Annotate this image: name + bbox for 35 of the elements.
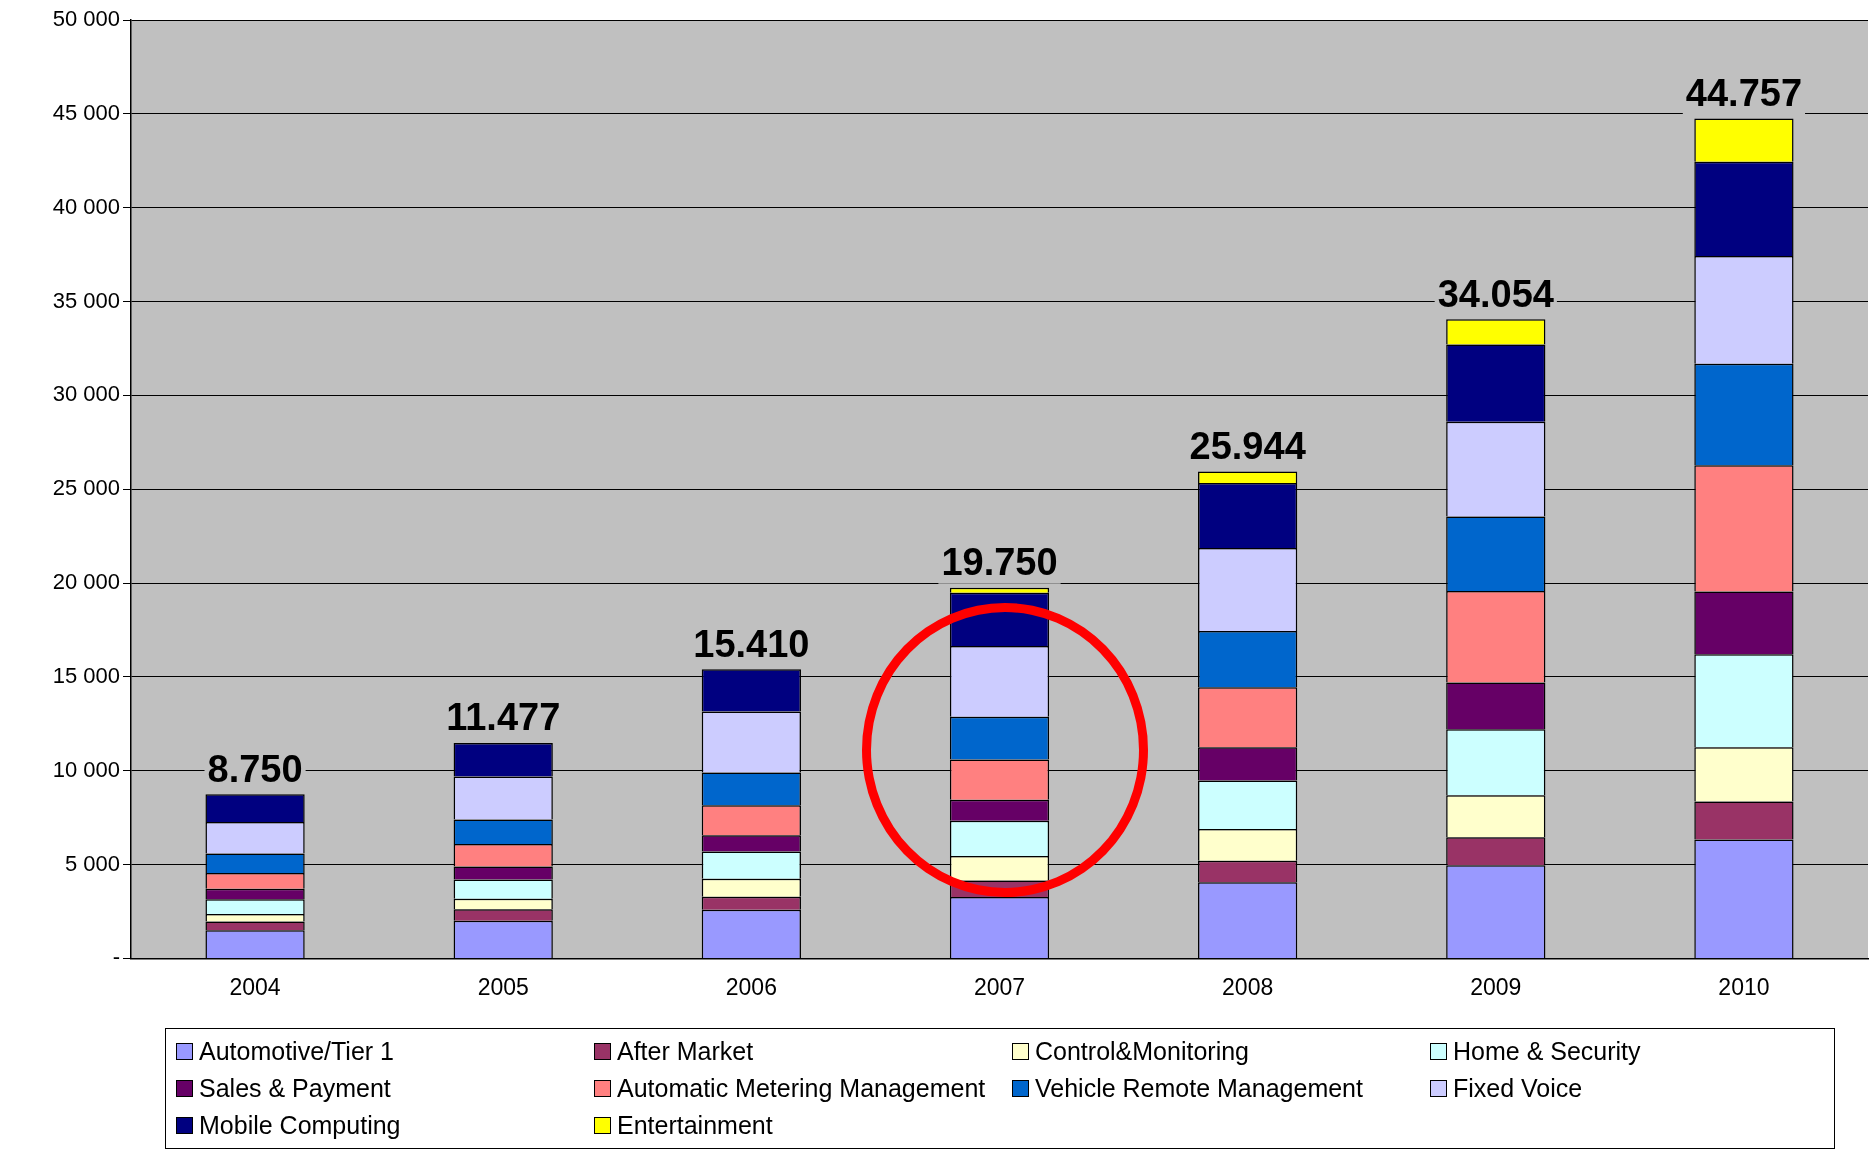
y-tick-label: 25 000	[52, 475, 120, 501]
legend-label: Vehicle Remote Management	[1035, 1074, 1363, 1103]
legend-label: Automotive/Tier 1	[199, 1037, 394, 1066]
legend-label: Sales & Payment	[199, 1074, 391, 1103]
x-tick-label: 2009	[1470, 973, 1522, 1000]
legend-label: Entertainment	[617, 1111, 773, 1140]
total-label: 25.944	[1189, 424, 1306, 467]
y-tick-label: -	[112, 944, 120, 970]
y-tick-label: 40 000	[52, 193, 120, 219]
legend-label: Automatic Metering Management	[617, 1074, 986, 1103]
total-label: 44.757	[1685, 71, 1803, 114]
x-tick-label: 2004	[229, 973, 281, 1000]
y-tick-label: 10 000	[52, 756, 120, 782]
total-label: 19.750	[941, 541, 1058, 584]
total-label: 34.054	[1437, 272, 1554, 315]
x-tick-label: 2010	[1718, 973, 1770, 1000]
y-tick-label: 50 000	[52, 6, 120, 32]
y-tick-label: 15 000	[52, 662, 120, 688]
x-tick-label: 2008	[1222, 973, 1274, 1000]
legend-label: Mobile Computing	[199, 1111, 401, 1140]
x-tick-label: 2006	[725, 973, 777, 1000]
x-tick-label: 2007	[973, 973, 1026, 1000]
y-tick-label: 35 000	[52, 287, 120, 313]
y-tick-label: 20 000	[52, 569, 120, 595]
total-label: 8.750	[207, 747, 303, 790]
y-tick-label: 5 000	[64, 850, 120, 876]
legend-label: Control&Monitoring	[1035, 1037, 1249, 1066]
x-tick-label: 2005	[477, 973, 529, 1000]
legend-label: Home & Security	[1453, 1037, 1641, 1066]
total-label: 15.410	[693, 622, 810, 665]
legend-label: Fixed Voice	[1453, 1074, 1583, 1103]
y-tick-label: 45 000	[52, 99, 120, 125]
total-label: 11.477	[446, 696, 561, 739]
y-tick-label: 30 000	[52, 381, 120, 407]
legend-label: After Market	[617, 1037, 754, 1066]
